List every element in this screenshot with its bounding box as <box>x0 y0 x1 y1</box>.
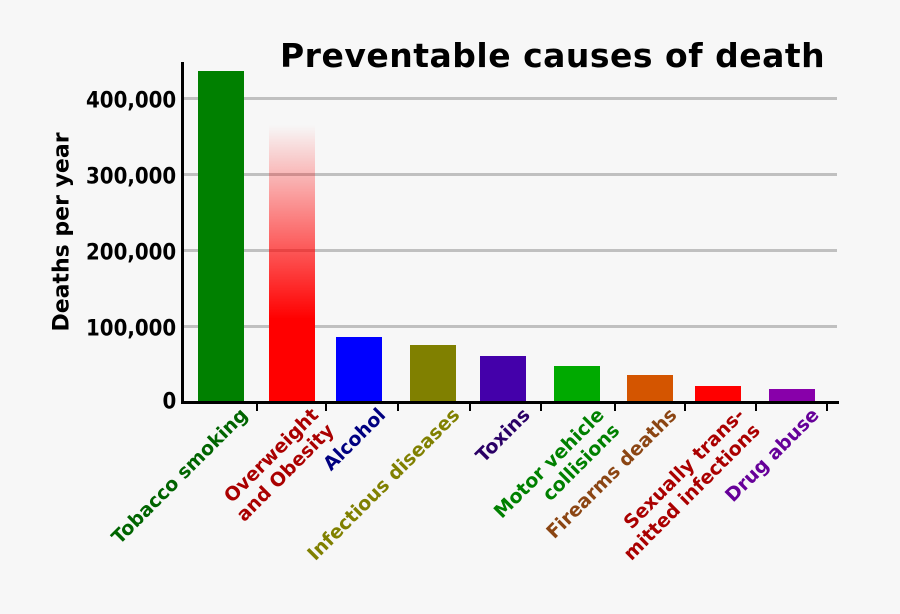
bar-toxins <box>480 356 526 402</box>
bar-overweight-and-obesity <box>269 125 315 402</box>
y-tick-300k: 300,000 <box>85 164 176 190</box>
x-label-line: Sexually trans- <box>619 404 750 534</box>
y-tick-0: 0 <box>162 389 176 415</box>
x-label-line: Toxins <box>471 404 535 467</box>
x-axis <box>181 401 839 404</box>
y-tick-400k: 400,000 <box>85 88 176 114</box>
gridline-200k <box>183 249 837 252</box>
bar-firearms-deaths <box>627 375 673 402</box>
bar-tobacco-smoking <box>198 71 244 402</box>
bar-motor-vehicle-collisions <box>554 366 600 402</box>
x-label-toxins: Toxins <box>472 404 535 467</box>
y-tick-100k: 100,000 <box>85 316 176 342</box>
bar-infectious-diseases <box>410 345 456 402</box>
bar-alcohol <box>336 337 382 402</box>
y-axis <box>181 62 184 404</box>
x-tick <box>325 403 327 411</box>
bar-sexually-transmitted-infections <box>695 386 741 402</box>
y-axis-label: Deaths per year <box>49 132 75 332</box>
x-tick <box>469 403 471 411</box>
x-label-tobacco-smoking: Tobacco smoking <box>107 404 252 549</box>
x-label-line: Tobacco smoking <box>107 404 253 549</box>
x-tick <box>256 403 258 411</box>
gridline-400k <box>183 97 837 100</box>
chart-title: Preventable causes of death <box>280 36 826 75</box>
x-tick <box>540 403 542 411</box>
x-tick <box>614 403 616 411</box>
gridline-300k <box>183 173 837 176</box>
x-tick <box>826 403 828 411</box>
x-tick <box>397 403 399 411</box>
x-tick <box>684 403 686 411</box>
bar-drug-abuse <box>769 389 815 402</box>
gridline-100k <box>183 325 837 328</box>
x-tick <box>755 403 757 411</box>
y-tick-200k: 200,000 <box>85 240 176 266</box>
